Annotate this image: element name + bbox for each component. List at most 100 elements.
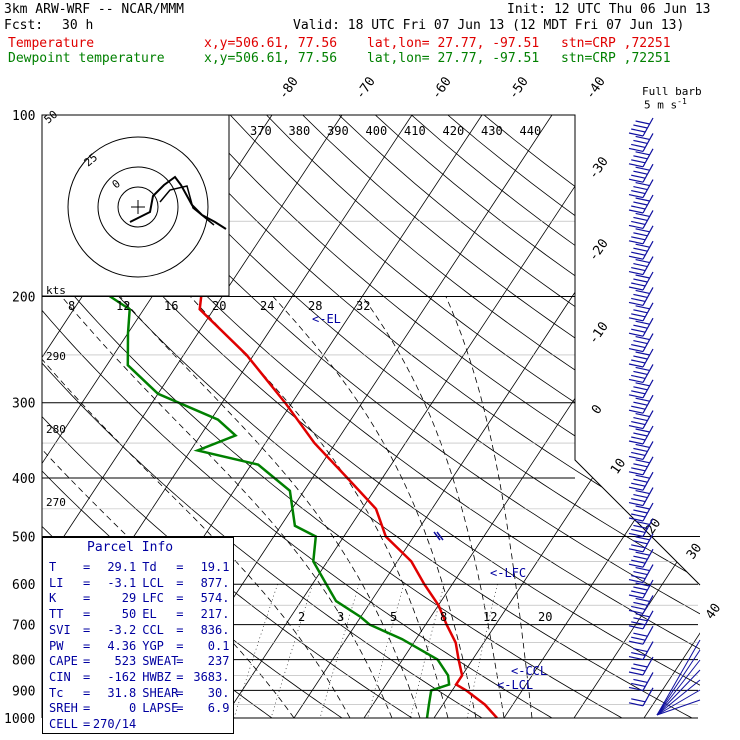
wind-legend-title: Full barb [642, 85, 702, 98]
parcel-eq: = [176, 575, 184, 590]
temperature-station: stn=CRP ,72251 [561, 36, 671, 51]
dry-adiabat [157, 115, 700, 718]
parcel-value: 4.36 [107, 638, 137, 653]
wind-barb [642, 148, 654, 168]
wind-barb-flag [633, 632, 648, 637]
hodograph-ring [67, 136, 209, 278]
wind-barb [656, 649, 701, 716]
parcel-key: CIN [49, 669, 71, 684]
parcel-value: -162 [107, 669, 137, 684]
wind-barb-flag [635, 151, 650, 156]
isotherm [42, 115, 343, 718]
parcel-key: EL [142, 607, 157, 622]
wind-barb-flag [631, 667, 646, 672]
wind-barb [642, 240, 654, 260]
parcel-row: LI = -3.1 LCL = 877. [49, 576, 229, 590]
wind-barb-flag [628, 548, 644, 553]
wind-barb [642, 117, 654, 137]
wind-barb-flag [631, 359, 646, 364]
parcel-row: SVI = -3.2 CCL = 836. [49, 623, 229, 637]
wind-barb-flag [628, 502, 644, 507]
parcel-key: CAPE [49, 654, 78, 669]
wind-barb-flag [635, 259, 650, 264]
parcel-eq: = [83, 717, 91, 731]
parcel-eq: = [83, 560, 91, 574]
wind-barb-flag [633, 155, 648, 160]
wind-barb-flag [633, 124, 648, 129]
theta-label: 280 [46, 423, 66, 436]
wind-barb-flag [635, 582, 650, 587]
wind-barb-flag [628, 579, 644, 584]
wind-barb-flag [633, 571, 648, 576]
parcel-eq: = [176, 654, 184, 669]
pressure-label: 400 [12, 472, 35, 487]
dewpoint-xy: x,y=506.61, 77.56 [204, 51, 338, 66]
forecast-hour: 30 h [62, 18, 94, 33]
pressure-label: 1000 [4, 712, 35, 727]
wind-barb-flag [635, 197, 650, 202]
mixing-ratio-label: 2 [298, 610, 305, 624]
hodograph-axis-label: 24 [260, 299, 274, 313]
wind-barb-flag [631, 374, 646, 379]
parcel-value: -3.1 [107, 575, 137, 590]
wind-barb-flag [628, 394, 644, 399]
wind-barb-flag [635, 459, 650, 464]
parcel-key: Tc [49, 685, 64, 700]
wind-barb-flag [631, 421, 646, 426]
dry-adiabat [42, 115, 700, 718]
wind-barb-flag [633, 417, 648, 422]
parcel-value: 29.1 [107, 560, 137, 574]
mixing-ratio-label: 8 [440, 610, 447, 624]
wind-barb-flag [631, 267, 646, 272]
wind-barb-flag [633, 247, 648, 252]
parcel-row: Tc = 31.8 SHEAR= 30. [49, 686, 229, 700]
wind-barb [642, 641, 654, 660]
wind-barb-flag [631, 590, 646, 595]
parcel-key: SREH [49, 701, 78, 716]
parcel-value: 237 [207, 654, 230, 669]
wind-barb [642, 133, 654, 152]
parcel-eq: = [83, 591, 91, 606]
parcel-row: PW = 4.36 YGP = 0.1 [49, 639, 229, 653]
parcel-eq: = [176, 591, 184, 606]
wind-barb [642, 302, 654, 322]
wind-barb-flag [628, 594, 644, 599]
pressure-label: 100 [12, 109, 35, 124]
wind-barb [433, 531, 441, 541]
level-mark: <-LCL [497, 678, 533, 692]
wind-barb-flag [628, 440, 644, 445]
wind-barb-flag [628, 348, 644, 353]
wind-barb [642, 364, 654, 383]
wind-barb-flag [635, 505, 650, 510]
wind-barb-flag [631, 682, 646, 687]
isotherm-label: -70 [353, 74, 379, 102]
wind-legend-unit: 5 m s-1 [644, 97, 687, 112]
wind-barb-flag [628, 471, 644, 476]
wind-barb-flag [628, 378, 644, 383]
wind-barb-flag [631, 344, 646, 349]
wind-barb-flag [628, 255, 644, 260]
isotherm-label: 30 [684, 541, 705, 562]
wind-barb-flag [633, 216, 648, 221]
parcel-key: Td [142, 560, 157, 574]
hodograph-axis-label: 12 [116, 299, 130, 313]
forecast-label: Fcst: [4, 18, 44, 33]
theta-label: 410 [404, 124, 426, 138]
wind-barb [642, 317, 654, 337]
wind-barb-flag [628, 656, 644, 661]
wind-barb-flag [631, 636, 646, 641]
wind-barb-flag [631, 174, 646, 179]
temperature-xy: x,y=506.61, 77.56 [204, 36, 338, 51]
mixing-ratio-line [316, 584, 360, 718]
parcel-info-panel: Parcel Info T = 29.1 Td = 19.1 LI = -3.1 LCL = 877.… [42, 537, 234, 734]
parcel-value: 217. [200, 607, 230, 622]
wind-barb-flag [631, 282, 646, 287]
wind-barb [642, 610, 654, 630]
hodograph-box [41, 114, 230, 297]
level-mark: <-LFC [490, 566, 526, 580]
wind-barb-flag [635, 320, 650, 325]
parcel-key: LAPSE [142, 701, 179, 716]
parcel-eq: = [83, 622, 91, 637]
wind-barb [656, 699, 701, 716]
isotherm-label: 10 [608, 456, 629, 477]
